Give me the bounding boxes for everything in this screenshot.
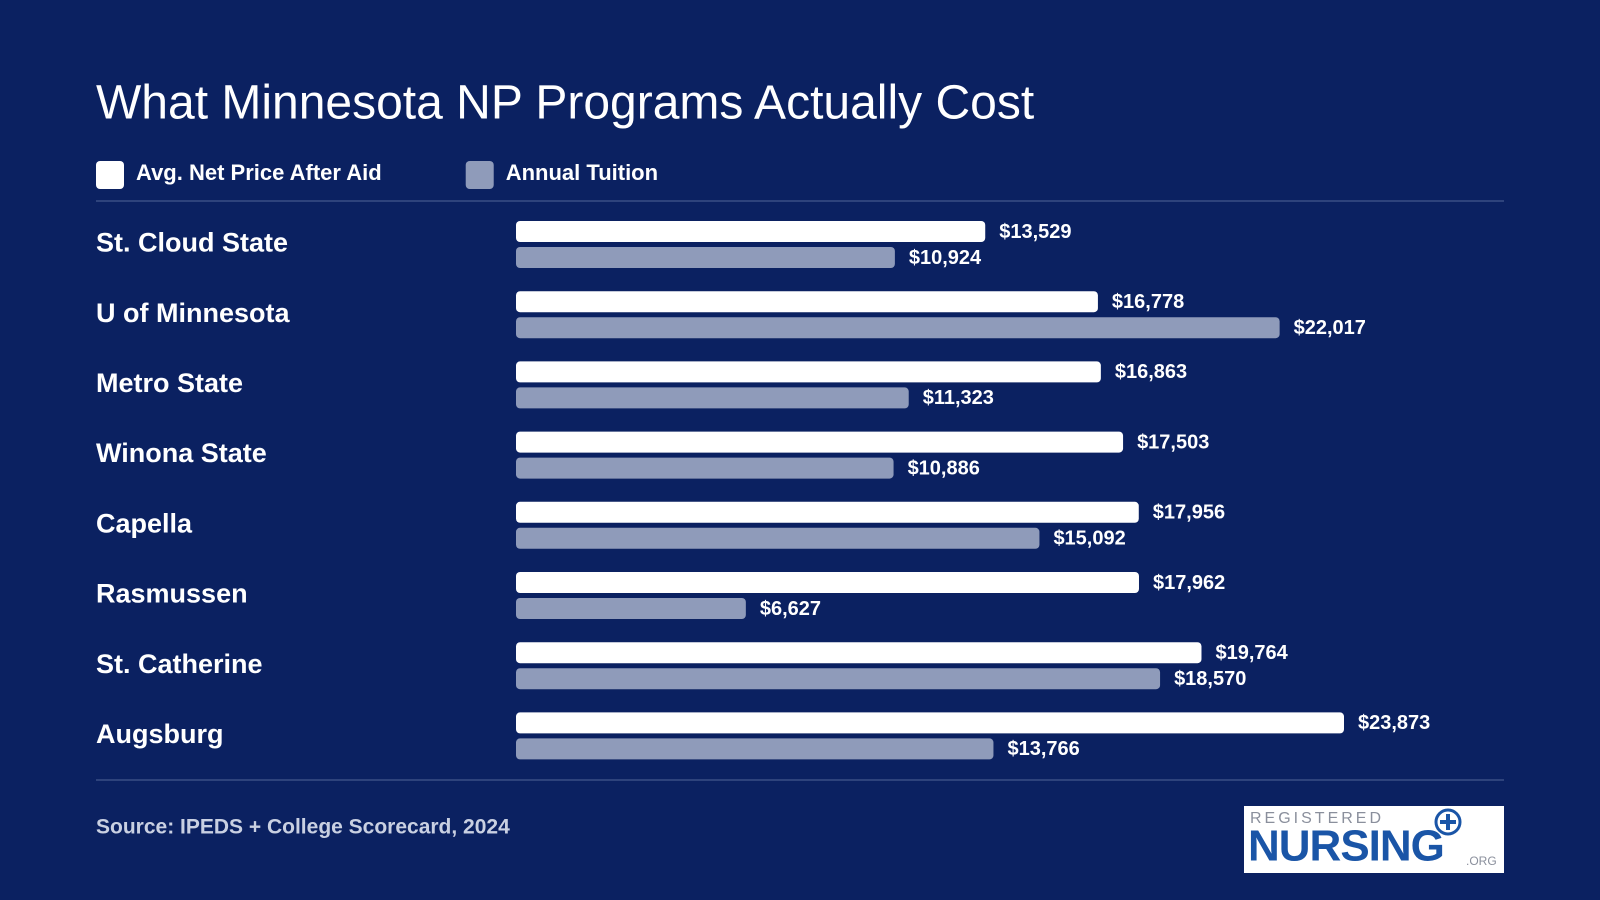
value-label: $17,503 bbox=[1137, 431, 1209, 453]
source-note: Source: IPEDS + College Scorecard, 2024 bbox=[96, 816, 510, 839]
logo-top: REGISTERED bbox=[1250, 810, 1384, 827]
value-label: $13,529 bbox=[999, 221, 1071, 243]
category-label: Rasmussen bbox=[96, 579, 248, 609]
value-label: $22,017 bbox=[1294, 317, 1366, 339]
chart-title: What Minnesota NP Programs Actually Cost bbox=[96, 77, 1034, 130]
logo: REGISTERED NURSING .ORG bbox=[1244, 806, 1504, 873]
value-label: $17,956 bbox=[1153, 502, 1225, 524]
category-label: St. Catherine bbox=[96, 649, 263, 679]
value-label: $13,766 bbox=[1007, 738, 1079, 760]
logo-icon bbox=[1434, 808, 1462, 836]
logo-suffix: .ORG bbox=[1466, 854, 1497, 868]
bar bbox=[516, 247, 895, 268]
bar bbox=[516, 501, 1139, 523]
value-label: $10,886 bbox=[908, 457, 980, 479]
category-label: St. Cloud State bbox=[96, 228, 288, 258]
legend-swatch bbox=[96, 161, 124, 189]
bar bbox=[516, 221, 986, 242]
logo-box bbox=[1244, 806, 1504, 873]
bar bbox=[516, 668, 1161, 690]
bar bbox=[516, 317, 1280, 339]
value-label: $23,873 bbox=[1358, 712, 1430, 734]
bar bbox=[516, 291, 1098, 313]
logo-icon bbox=[1440, 814, 1456, 830]
legend-label: Annual Tuition bbox=[506, 160, 658, 185]
category-label: Metro State bbox=[96, 368, 243, 398]
value-label: $10,924 bbox=[909, 247, 982, 269]
bar bbox=[516, 738, 994, 760]
legend-swatch bbox=[465, 161, 494, 189]
category-label: U of Minnesota bbox=[96, 298, 290, 328]
bar bbox=[516, 572, 1139, 593]
bar bbox=[516, 457, 894, 479]
value-label: $17,962 bbox=[1153, 572, 1225, 594]
bar bbox=[516, 387, 909, 409]
bar bbox=[516, 598, 746, 619]
value-label: $16,863 bbox=[1115, 361, 1187, 383]
value-label: $11,323 bbox=[923, 387, 994, 409]
bar bbox=[516, 642, 1202, 664]
bar bbox=[516, 527, 1040, 549]
value-label: $18,570 bbox=[1174, 668, 1246, 690]
category-label: Capella bbox=[96, 508, 193, 538]
value-label: $15,092 bbox=[1053, 528, 1125, 550]
legend-label: Avg. Net Price After Aid bbox=[136, 160, 382, 185]
value-label: $16,778 bbox=[1112, 291, 1184, 313]
value-label: $19,764 bbox=[1215, 642, 1288, 664]
category-label: Augsburg bbox=[96, 719, 224, 749]
value-label: $6,627 bbox=[760, 598, 821, 620]
logo-main: NURSING bbox=[1248, 822, 1444, 871]
bar bbox=[516, 361, 1101, 383]
bar bbox=[516, 712, 1344, 734]
category-label: Winona State bbox=[96, 438, 267, 468]
bar bbox=[516, 431, 1124, 453]
